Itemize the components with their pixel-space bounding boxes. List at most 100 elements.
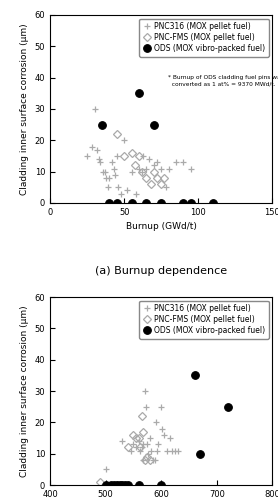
Line: ODS (MOX vibro-packed fuel): ODS (MOX vibro-packed fuel): [102, 372, 232, 489]
PNC-FMS (MOX pellet fuel): [140, 168, 144, 174]
PNC316 (MOX pellet fuel): [161, 426, 164, 432]
PNC316 (MOX pellet fuel): [147, 450, 150, 456]
PNC-FMS (MOX pellet fuel): [126, 444, 130, 450]
PNC-FMS (MOX pellet fuel): [148, 457, 152, 463]
Line: PNC-FMS (MOX pellet fuel): PNC-FMS (MOX pellet fuel): [97, 413, 153, 488]
PNC316 (MOX pellet fuel): [90, 144, 93, 150]
PNC316 (MOX pellet fuel): [137, 166, 141, 172]
PNC316 (MOX pellet fuel): [111, 160, 114, 166]
PNC-FMS (MOX pellet fuel): [132, 432, 135, 438]
PNC316 (MOX pellet fuel): [153, 457, 156, 463]
ODS (MOX vibro-packed fuel): [126, 482, 130, 488]
PNC-FMS (MOX pellet fuel): [123, 153, 126, 159]
ODS (MOX vibro-packed fuel): [189, 200, 193, 206]
PNC316 (MOX pellet fuel): [142, 153, 145, 159]
PNC316 (MOX pellet fuel): [162, 432, 166, 438]
ODS (MOX vibro-packed fuel): [110, 482, 113, 488]
PNC316 (MOX pellet fuel): [121, 438, 124, 444]
ODS (MOX vibro-packed fuel): [104, 482, 107, 488]
PNC-FMS (MOX pellet fuel): [130, 150, 133, 156]
PNC-FMS (MOX pellet fuel): [149, 181, 153, 187]
ODS (MOX vibro-packed fuel): [118, 482, 121, 488]
PNC-FMS (MOX pellet fuel): [133, 162, 136, 168]
PNC316 (MOX pellet fuel): [106, 184, 110, 190]
PNC316 (MOX pellet fuel): [103, 168, 106, 174]
PNC316 (MOX pellet fuel): [137, 438, 141, 444]
PNC-FMS (MOX pellet fuel): [140, 413, 143, 419]
ODS (MOX vibro-packed fuel): [137, 90, 141, 96]
PNC316 (MOX pellet fuel): [142, 457, 145, 463]
X-axis label: Burnup (GWd/t): Burnup (GWd/t): [126, 222, 197, 232]
PNC-FMS (MOX pellet fuel): [146, 454, 149, 460]
ODS (MOX vibro-packed fuel): [112, 482, 116, 488]
PNC316 (MOX pellet fuel): [171, 448, 174, 454]
PNC316 (MOX pellet fuel): [160, 404, 163, 409]
PNC316 (MOX pellet fuel): [154, 420, 157, 426]
PNC316 (MOX pellet fuel): [140, 168, 144, 174]
PNC-FMS (MOX pellet fuel): [137, 153, 141, 159]
PNC316 (MOX pellet fuel): [150, 448, 153, 454]
PNC316 (MOX pellet fuel): [164, 184, 167, 190]
PNC316 (MOX pellet fuel): [146, 442, 149, 448]
PNC316 (MOX pellet fuel): [173, 448, 177, 454]
PNC316 (MOX pellet fuel): [165, 448, 168, 454]
PNC316 (MOX pellet fuel): [155, 160, 158, 166]
PNC316 (MOX pellet fuel): [96, 146, 99, 152]
Legend: PNC316 (MOX pellet fuel), PNC-FMS (MOX pellet fuel), ODS (MOX vibro-packed fuel): PNC316 (MOX pellet fuel), PNC-FMS (MOX p…: [139, 19, 269, 57]
PNC316 (MOX pellet fuel): [143, 388, 146, 394]
PNC-FMS (MOX pellet fuel): [138, 444, 142, 450]
ODS (MOX vibro-packed fuel): [115, 482, 118, 488]
PNC316 (MOX pellet fuel): [100, 122, 104, 128]
ODS (MOX vibro-packed fuel): [130, 200, 133, 206]
PNC316 (MOX pellet fuel): [140, 444, 143, 450]
PNC316 (MOX pellet fuel): [116, 184, 120, 190]
PNC316 (MOX pellet fuel): [138, 448, 142, 454]
Line: PNC316 (MOX pellet fuel): PNC316 (MOX pellet fuel): [103, 388, 181, 472]
PNC316 (MOX pellet fuel): [129, 448, 132, 454]
PNC-FMS (MOX pellet fuel): [98, 479, 102, 485]
PNC-FMS (MOX pellet fuel): [143, 457, 146, 463]
PNC316 (MOX pellet fuel): [85, 153, 89, 159]
PNC316 (MOX pellet fuel): [130, 168, 133, 174]
Line: PNC316 (MOX pellet fuel): PNC316 (MOX pellet fuel): [84, 106, 194, 196]
PNC316 (MOX pellet fuel): [168, 435, 171, 441]
PNC316 (MOX pellet fuel): [189, 166, 193, 172]
PNC316 (MOX pellet fuel): [97, 156, 101, 162]
PNC316 (MOX pellet fuel): [115, 153, 118, 159]
PNC316 (MOX pellet fuel): [135, 444, 138, 450]
PNC316 (MOX pellet fuel): [144, 404, 147, 409]
PNC316 (MOX pellet fuel): [123, 138, 126, 143]
Y-axis label: Cladding inner surface corrosion (μm): Cladding inner surface corrosion (μm): [20, 305, 29, 477]
PNC316 (MOX pellet fuel): [176, 448, 180, 454]
PNC316 (MOX pellet fuel): [157, 442, 160, 448]
ODS (MOX vibro-packed fuel): [198, 450, 202, 456]
PNC316 (MOX pellet fuel): [148, 435, 152, 441]
PNC316 (MOX pellet fuel): [104, 466, 107, 472]
PNC-FMS (MOX pellet fuel): [152, 168, 155, 174]
PNC316 (MOX pellet fuel): [105, 175, 108, 181]
PNC316 (MOX pellet fuel): [132, 442, 135, 448]
Line: PNC-FMS (MOX pellet fuel): PNC-FMS (MOX pellet fuel): [114, 131, 167, 188]
PNC316 (MOX pellet fuel): [167, 166, 170, 172]
ODS (MOX vibro-packed fuel): [193, 372, 196, 378]
PNC-FMS (MOX pellet fuel): [115, 482, 118, 488]
PNC316 (MOX pellet fuel): [151, 457, 155, 463]
PNC316 (MOX pellet fuel): [141, 442, 145, 448]
PNC316 (MOX pellet fuel): [155, 448, 158, 454]
PNC316 (MOX pellet fuel): [125, 188, 129, 194]
PNC316 (MOX pellet fuel): [174, 160, 178, 166]
PNC-FMS (MOX pellet fuel): [155, 175, 158, 181]
ODS (MOX vibro-packed fuel): [226, 404, 230, 409]
PNC316 (MOX pellet fuel): [160, 166, 163, 172]
ODS (MOX vibro-packed fuel): [137, 482, 141, 488]
ODS (MOX vibro-packed fuel): [108, 200, 111, 206]
PNC316 (MOX pellet fuel): [148, 156, 151, 162]
PNC316 (MOX pellet fuel): [134, 190, 138, 196]
PNC316 (MOX pellet fuel): [120, 190, 123, 196]
Y-axis label: Cladding inner surface corrosion (μm): Cladding inner surface corrosion (μm): [20, 23, 29, 195]
PNC316 (MOX pellet fuel): [182, 160, 185, 166]
ODS (MOX vibro-packed fuel): [160, 482, 163, 488]
Title: (a) Burnup dependence: (a) Burnup dependence: [95, 266, 227, 276]
PNC316 (MOX pellet fuel): [102, 168, 105, 174]
Line: ODS (MOX vibro-packed fuel): ODS (MOX vibro-packed fuel): [98, 90, 217, 207]
